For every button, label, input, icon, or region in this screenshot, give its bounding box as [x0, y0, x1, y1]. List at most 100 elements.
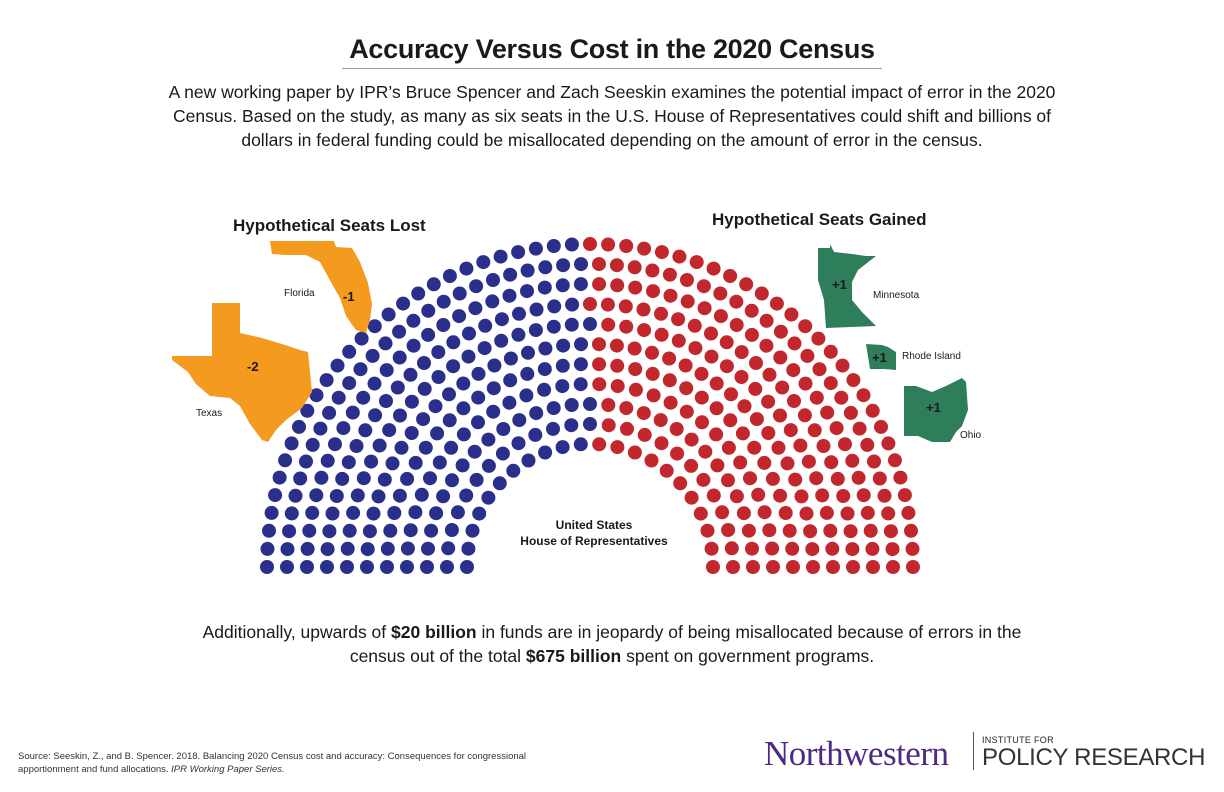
house-seat [492, 476, 507, 491]
house-seat [380, 560, 394, 574]
house-seat [511, 327, 526, 342]
house-seat [319, 373, 334, 388]
house-seat [446, 335, 461, 350]
house-seat [302, 523, 317, 538]
house-seat [574, 337, 588, 352]
house-seat [368, 408, 383, 423]
house-seat [646, 284, 660, 299]
house-seat [866, 560, 880, 574]
house-seat [392, 324, 407, 339]
house-seat [421, 327, 436, 342]
house-seat [309, 388, 324, 403]
house-seat [465, 523, 480, 538]
house-seat [436, 489, 451, 504]
house-seat [314, 470, 329, 485]
house-seat [450, 505, 465, 520]
house-seat [860, 437, 875, 452]
house-seat [709, 401, 724, 416]
house-seat [787, 336, 802, 351]
house-seat [305, 437, 320, 452]
house-seat [431, 370, 446, 384]
house-seat [601, 418, 616, 433]
house-seat [794, 489, 809, 504]
house-seat [759, 338, 774, 353]
house-seat [408, 455, 423, 470]
house-seat [726, 560, 740, 574]
house-seat [713, 309, 728, 324]
house-seat [713, 286, 728, 301]
house-seat [846, 560, 860, 574]
house-seat [320, 453, 335, 468]
house-seat [467, 444, 482, 459]
house-seat [807, 423, 822, 438]
house-seat [555, 440, 570, 455]
house-seat [739, 277, 754, 292]
house-seat [280, 542, 295, 557]
house-seat [421, 541, 435, 556]
florida-shape [270, 241, 372, 333]
house-seat [867, 454, 881, 469]
house-seat [372, 438, 387, 453]
house-seat [672, 249, 687, 264]
house-seat [723, 413, 738, 428]
house-seat [280, 560, 294, 574]
house-seat [455, 458, 470, 473]
house-seat [392, 488, 407, 503]
house-seat [745, 541, 759, 556]
house-seat [502, 288, 517, 303]
house-seat [460, 560, 474, 574]
house-seat [724, 541, 739, 556]
minnesota-change: +1 [832, 277, 847, 292]
house-seat [806, 560, 820, 574]
house-seat [520, 284, 534, 299]
house-seat [620, 421, 634, 436]
house-seat [555, 358, 570, 373]
house-seat [411, 286, 426, 301]
house-seat [749, 412, 764, 427]
house-seat [659, 463, 674, 478]
house-seat [619, 319, 634, 334]
house-seat [662, 373, 677, 388]
house-seat [852, 421, 867, 436]
house-seat [456, 376, 471, 391]
house-seat [528, 427, 543, 442]
house-seat [426, 277, 441, 292]
house-seat [403, 523, 418, 538]
house-seat [404, 394, 419, 409]
house-seat [762, 367, 777, 382]
house-seat [309, 488, 324, 503]
house-seat [689, 255, 704, 270]
house-seat [780, 456, 795, 471]
house-seat [678, 358, 693, 373]
house-seat [592, 377, 607, 392]
house-seat [592, 437, 607, 452]
house-seat [417, 381, 432, 396]
house-seat [493, 249, 508, 264]
house-seat-chart [260, 237, 920, 574]
house-seat [748, 381, 763, 396]
house-seat [627, 445, 642, 460]
house-seat [684, 458, 699, 473]
house-seat [354, 331, 369, 346]
house-seat [729, 294, 744, 309]
house-seat [824, 455, 839, 470]
house-seat [769, 296, 784, 311]
texas-change: -2 [247, 359, 259, 374]
house-seat [809, 471, 824, 486]
house-seat [445, 473, 459, 488]
house-seat [592, 357, 607, 372]
house-seat [737, 399, 752, 414]
house-seat [390, 380, 405, 395]
house-seat [688, 341, 703, 356]
source-series: IPR Working Paper Series. [171, 764, 285, 775]
house-seat [436, 294, 451, 309]
house-seat [671, 333, 686, 348]
house-seat [823, 344, 838, 359]
house-seat [349, 439, 364, 453]
house-seat [815, 488, 830, 503]
florida-change: -1 [343, 289, 355, 304]
house-seat [320, 560, 334, 574]
house-seat [747, 440, 762, 455]
house-seat [761, 426, 776, 440]
house-seat [754, 286, 769, 301]
